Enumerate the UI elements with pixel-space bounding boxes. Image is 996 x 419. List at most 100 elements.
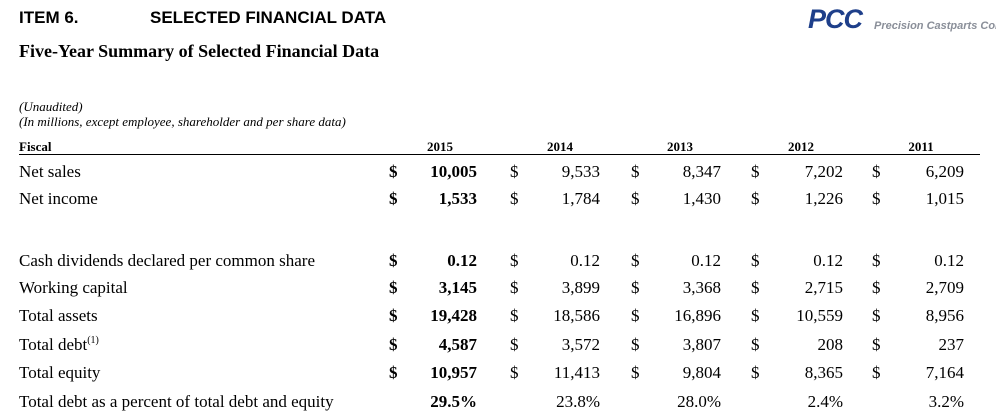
table-row: Total debt(1) $4,587 $3,572 $3,807 $208 $237	[0, 335, 996, 359]
cell-value-2012: 208	[817, 335, 844, 354]
row-label: Cash dividends declared per common share	[19, 251, 315, 271]
cell-value-2013: 3,807	[682, 335, 721, 354]
row-label: Net income	[19, 189, 98, 209]
cell-value-2013: 28.0%	[677, 392, 721, 411]
currency-symbol: $	[872, 306, 881, 325]
year-header-2011: 2011	[908, 139, 934, 154]
table-row: Cash dividends declared per common share…	[0, 251, 996, 275]
year-header-2013: 2013	[667, 139, 693, 154]
table-row: Net income $1,533 $1,784 $1,430 $1,226 $1,015	[0, 189, 996, 213]
currency-symbol: $	[751, 162, 760, 181]
currency-symbol: $	[510, 251, 519, 270]
cell-value-2015: 19,428	[430, 306, 477, 325]
currency-symbol: $	[389, 363, 398, 382]
currency-symbol: $	[389, 306, 398, 325]
currency-symbol: $	[510, 363, 519, 382]
cell-value-2013: 9,804	[682, 363, 721, 382]
currency-symbol: $	[389, 278, 398, 297]
cell-value-2014: 3,899	[561, 278, 600, 297]
cell-value-2014: 18,586	[553, 306, 600, 325]
row-label-text: Net income	[19, 189, 98, 208]
currency-symbol: $	[631, 335, 640, 354]
table-row: Total debt as a percent of total debt an…	[0, 392, 996, 416]
cell-value-2012: 7,202	[804, 162, 843, 181]
currency-symbol: $	[751, 278, 760, 297]
row-label-text: Working capital	[19, 278, 128, 297]
cell-value-2015: 3,145	[438, 278, 477, 297]
cell-value-2011: 2,709	[925, 278, 964, 297]
currency-symbol: $	[872, 363, 881, 382]
header-rule	[19, 154, 980, 155]
cell-value-2011: 1,015	[925, 189, 964, 208]
fiscal-header: Fiscal	[19, 139, 52, 154]
cell-value-2011: 237	[938, 335, 965, 354]
cell-value-2015: 1,533	[438, 189, 477, 208]
table-row: Total equity $10,957 $11,413 $9,804 $8,365 $7…	[0, 363, 996, 387]
currency-symbol: $	[751, 306, 760, 325]
row-label-text: Total equity	[19, 363, 101, 382]
currency-symbol: $	[872, 162, 881, 181]
cell-value-2014: 23.8%	[556, 392, 600, 411]
cell-value-2012: 2.4%	[807, 392, 843, 411]
currency-symbol: $	[631, 278, 640, 297]
table-row: Total assets $19,428 $18,586 $16,896 $10,559…	[0, 306, 996, 330]
currency-symbol: $	[389, 251, 398, 270]
cell-value-2013: 1,430	[682, 189, 721, 208]
cell-value-2014: 0.12	[570, 251, 600, 270]
row-label: Total assets	[19, 306, 98, 326]
cell-value-2012: 10,559	[796, 306, 843, 325]
item-number: ITEM 6.	[19, 8, 79, 27]
cell-value-2014: 1,784	[561, 189, 600, 208]
company-logo: PCC Precision Castparts Corp.	[808, 4, 996, 38]
cell-value-2013: 0.12	[691, 251, 721, 270]
table-row: Working capital $3,145 $3,899 $3,368 $2,715 $…	[0, 278, 996, 302]
row-label: Net sales	[19, 162, 81, 182]
year-header-2014: 2014	[547, 139, 573, 154]
row-label-text: Net sales	[19, 162, 81, 181]
currency-symbol: $	[631, 162, 640, 181]
cell-value-2011: 6,209	[925, 162, 964, 181]
row-label-text: Total assets	[19, 306, 98, 325]
cell-value-2014: 3,572	[561, 335, 600, 354]
cell-value-2012: 1,226	[804, 189, 843, 208]
cell-value-2015: 4,587	[438, 335, 477, 354]
pcc-logo-mark: PCC	[808, 4, 863, 34]
currency-symbol: $	[389, 162, 398, 181]
cell-value-2013: 16,896	[674, 306, 721, 325]
row-label-text: Total debt as a percent of total debt an…	[19, 392, 334, 411]
cell-value-2011: 3.2%	[928, 392, 964, 411]
currency-symbol: $	[751, 251, 760, 270]
cell-value-2012: 2,715	[804, 278, 843, 297]
section-title: SELECTED FINANCIAL DATA	[150, 8, 387, 27]
row-label: Total debt(1)	[19, 335, 99, 355]
cell-value-2011: 7,164	[925, 363, 964, 382]
cell-value-2015: 10,005	[430, 162, 477, 181]
cell-value-2011: 8,956	[925, 306, 964, 325]
cell-value-2014: 9,533	[561, 162, 600, 181]
currency-symbol: $	[510, 162, 519, 181]
currency-symbol: $	[389, 335, 398, 354]
currency-symbol: $	[510, 335, 519, 354]
currency-symbol: $	[872, 335, 881, 354]
currency-symbol: $	[510, 278, 519, 297]
year-header-2015: 2015	[427, 139, 453, 154]
cell-value-2015: 0.12	[447, 251, 477, 270]
cell-value-2013: 8,347	[682, 162, 721, 181]
currency-symbol: $	[510, 189, 519, 208]
currency-symbol: $	[872, 278, 881, 297]
currency-symbol: $	[751, 335, 760, 354]
currency-symbol: $	[751, 189, 760, 208]
currency-symbol: $	[631, 251, 640, 270]
currency-symbol: $	[872, 189, 881, 208]
cell-value-2015: 10,957	[430, 363, 477, 382]
cell-value-2012: 8,365	[804, 363, 843, 382]
cell-value-2011: 0.12	[934, 251, 964, 270]
year-header-2012: 2012	[788, 139, 814, 154]
currency-symbol: $	[631, 306, 640, 325]
currency-symbol: $	[631, 189, 640, 208]
cell-value-2012: 0.12	[813, 251, 843, 270]
currency-symbol: $	[872, 251, 881, 270]
currency-symbol: $	[389, 189, 398, 208]
cell-value-2015: 29.5%	[430, 392, 477, 411]
currency-symbol: $	[510, 306, 519, 325]
